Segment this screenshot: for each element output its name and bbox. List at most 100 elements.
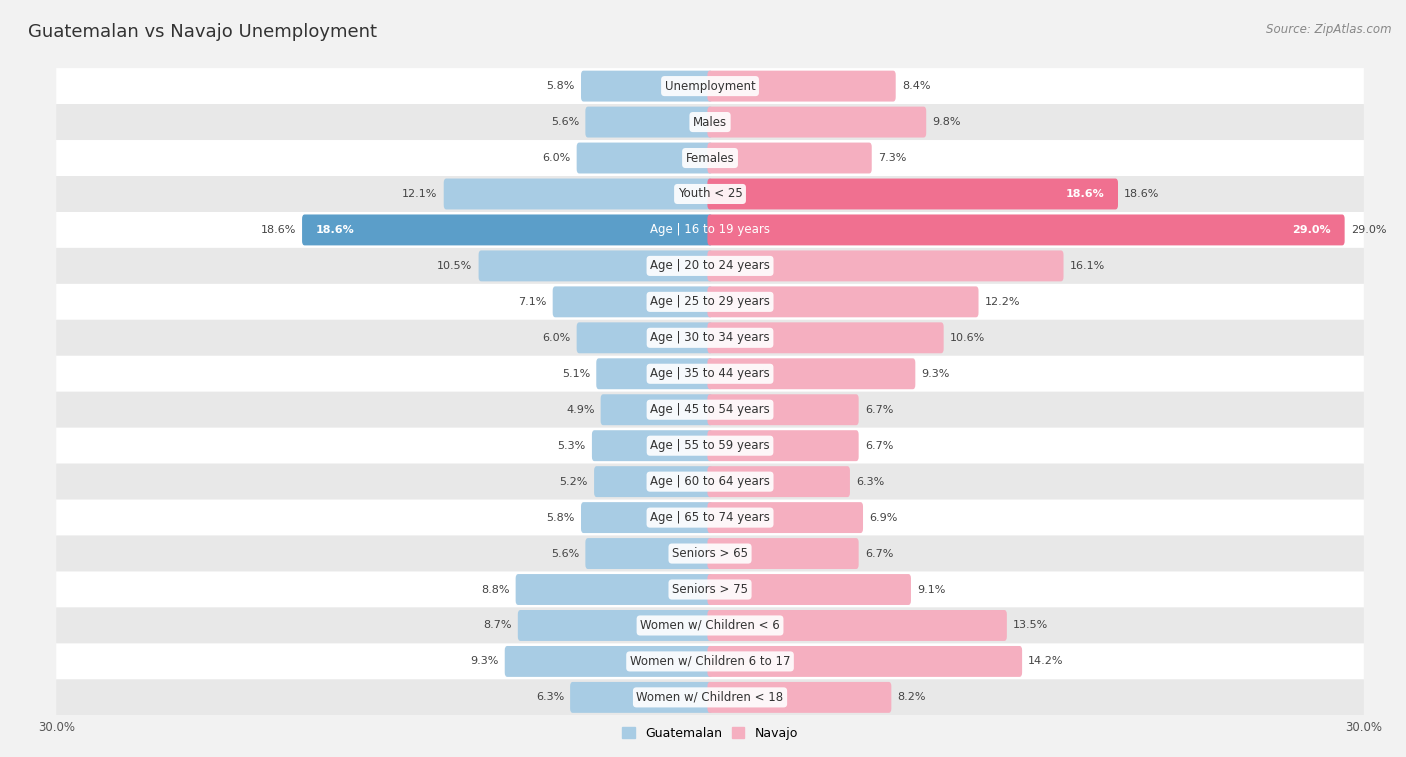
FancyBboxPatch shape — [444, 179, 713, 210]
Text: 9.8%: 9.8% — [932, 117, 960, 127]
Text: Guatemalan vs Navajo Unemployment: Guatemalan vs Navajo Unemployment — [28, 23, 377, 41]
FancyBboxPatch shape — [56, 356, 1364, 392]
Text: Age | 16 to 19 years: Age | 16 to 19 years — [650, 223, 770, 236]
Text: Youth < 25: Youth < 25 — [678, 188, 742, 201]
FancyBboxPatch shape — [707, 251, 1063, 282]
Text: 5.1%: 5.1% — [562, 369, 591, 378]
Text: 9.3%: 9.3% — [921, 369, 950, 378]
Text: 5.6%: 5.6% — [551, 117, 579, 127]
FancyBboxPatch shape — [56, 176, 1364, 212]
FancyBboxPatch shape — [505, 646, 713, 677]
Text: 18.6%: 18.6% — [260, 225, 295, 235]
FancyBboxPatch shape — [576, 142, 713, 173]
Text: 7.3%: 7.3% — [877, 153, 907, 163]
FancyBboxPatch shape — [585, 538, 713, 569]
Text: 6.3%: 6.3% — [856, 477, 884, 487]
FancyBboxPatch shape — [596, 358, 713, 389]
FancyBboxPatch shape — [595, 466, 713, 497]
FancyBboxPatch shape — [56, 319, 1364, 356]
Text: 6.9%: 6.9% — [869, 512, 897, 522]
Text: 14.2%: 14.2% — [1028, 656, 1064, 666]
Text: 12.2%: 12.2% — [984, 297, 1021, 307]
FancyBboxPatch shape — [585, 107, 713, 138]
FancyBboxPatch shape — [553, 286, 713, 317]
Text: 9.1%: 9.1% — [917, 584, 945, 594]
FancyBboxPatch shape — [516, 574, 713, 605]
Text: 16.1%: 16.1% — [1070, 261, 1105, 271]
FancyBboxPatch shape — [707, 430, 859, 461]
FancyBboxPatch shape — [600, 394, 713, 425]
Text: 6.7%: 6.7% — [865, 405, 893, 415]
FancyBboxPatch shape — [56, 536, 1364, 572]
FancyBboxPatch shape — [707, 610, 1007, 641]
Text: 6.7%: 6.7% — [865, 549, 893, 559]
Text: Females: Females — [686, 151, 734, 164]
FancyBboxPatch shape — [56, 284, 1364, 319]
Text: 5.6%: 5.6% — [551, 549, 579, 559]
Text: 18.6%: 18.6% — [1066, 189, 1105, 199]
Text: 7.1%: 7.1% — [519, 297, 547, 307]
Text: Seniors > 75: Seniors > 75 — [672, 583, 748, 596]
Text: 8.2%: 8.2% — [897, 693, 927, 702]
FancyBboxPatch shape — [56, 680, 1364, 715]
Text: Age | 45 to 54 years: Age | 45 to 54 years — [650, 403, 770, 416]
FancyBboxPatch shape — [707, 179, 1118, 210]
FancyBboxPatch shape — [707, 574, 911, 605]
FancyBboxPatch shape — [707, 394, 859, 425]
Text: 10.6%: 10.6% — [950, 333, 986, 343]
FancyBboxPatch shape — [56, 643, 1364, 680]
FancyBboxPatch shape — [707, 107, 927, 138]
FancyBboxPatch shape — [576, 322, 713, 354]
FancyBboxPatch shape — [707, 466, 851, 497]
FancyBboxPatch shape — [707, 322, 943, 354]
Text: 13.5%: 13.5% — [1012, 621, 1049, 631]
FancyBboxPatch shape — [302, 214, 713, 245]
FancyBboxPatch shape — [56, 212, 1364, 248]
Text: Age | 60 to 64 years: Age | 60 to 64 years — [650, 475, 770, 488]
FancyBboxPatch shape — [56, 104, 1364, 140]
FancyBboxPatch shape — [707, 142, 872, 173]
Text: 18.6%: 18.6% — [315, 225, 354, 235]
FancyBboxPatch shape — [707, 214, 1344, 245]
FancyBboxPatch shape — [581, 70, 713, 101]
Text: 6.0%: 6.0% — [543, 333, 571, 343]
FancyBboxPatch shape — [56, 607, 1364, 643]
FancyBboxPatch shape — [581, 502, 713, 533]
FancyBboxPatch shape — [707, 646, 1022, 677]
FancyBboxPatch shape — [707, 538, 859, 569]
Text: 8.8%: 8.8% — [481, 584, 509, 594]
Text: 8.4%: 8.4% — [901, 81, 931, 91]
FancyBboxPatch shape — [517, 610, 713, 641]
Text: Women w/ Children 6 to 17: Women w/ Children 6 to 17 — [630, 655, 790, 668]
FancyBboxPatch shape — [478, 251, 713, 282]
FancyBboxPatch shape — [56, 500, 1364, 536]
FancyBboxPatch shape — [56, 248, 1364, 284]
Text: 12.1%: 12.1% — [402, 189, 437, 199]
FancyBboxPatch shape — [707, 682, 891, 713]
FancyBboxPatch shape — [592, 430, 713, 461]
FancyBboxPatch shape — [707, 502, 863, 533]
Text: Age | 20 to 24 years: Age | 20 to 24 years — [650, 260, 770, 273]
FancyBboxPatch shape — [56, 572, 1364, 607]
FancyBboxPatch shape — [56, 140, 1364, 176]
Text: 8.7%: 8.7% — [484, 621, 512, 631]
Text: 5.2%: 5.2% — [560, 477, 588, 487]
FancyBboxPatch shape — [56, 68, 1364, 104]
Text: Age | 25 to 29 years: Age | 25 to 29 years — [650, 295, 770, 308]
Text: 18.6%: 18.6% — [1125, 189, 1160, 199]
Text: Source: ZipAtlas.com: Source: ZipAtlas.com — [1267, 23, 1392, 36]
Text: 6.0%: 6.0% — [543, 153, 571, 163]
Text: Age | 35 to 44 years: Age | 35 to 44 years — [650, 367, 770, 380]
Text: 9.3%: 9.3% — [470, 656, 499, 666]
Text: 6.7%: 6.7% — [865, 441, 893, 450]
Text: Women w/ Children < 6: Women w/ Children < 6 — [640, 619, 780, 632]
FancyBboxPatch shape — [707, 70, 896, 101]
FancyBboxPatch shape — [707, 286, 979, 317]
Text: Unemployment: Unemployment — [665, 79, 755, 92]
Text: 5.3%: 5.3% — [558, 441, 586, 450]
Text: Age | 55 to 59 years: Age | 55 to 59 years — [650, 439, 770, 452]
Text: Women w/ Children < 18: Women w/ Children < 18 — [637, 691, 783, 704]
Legend: Guatemalan, Navajo: Guatemalan, Navajo — [617, 721, 803, 745]
FancyBboxPatch shape — [56, 392, 1364, 428]
Text: 5.8%: 5.8% — [547, 81, 575, 91]
